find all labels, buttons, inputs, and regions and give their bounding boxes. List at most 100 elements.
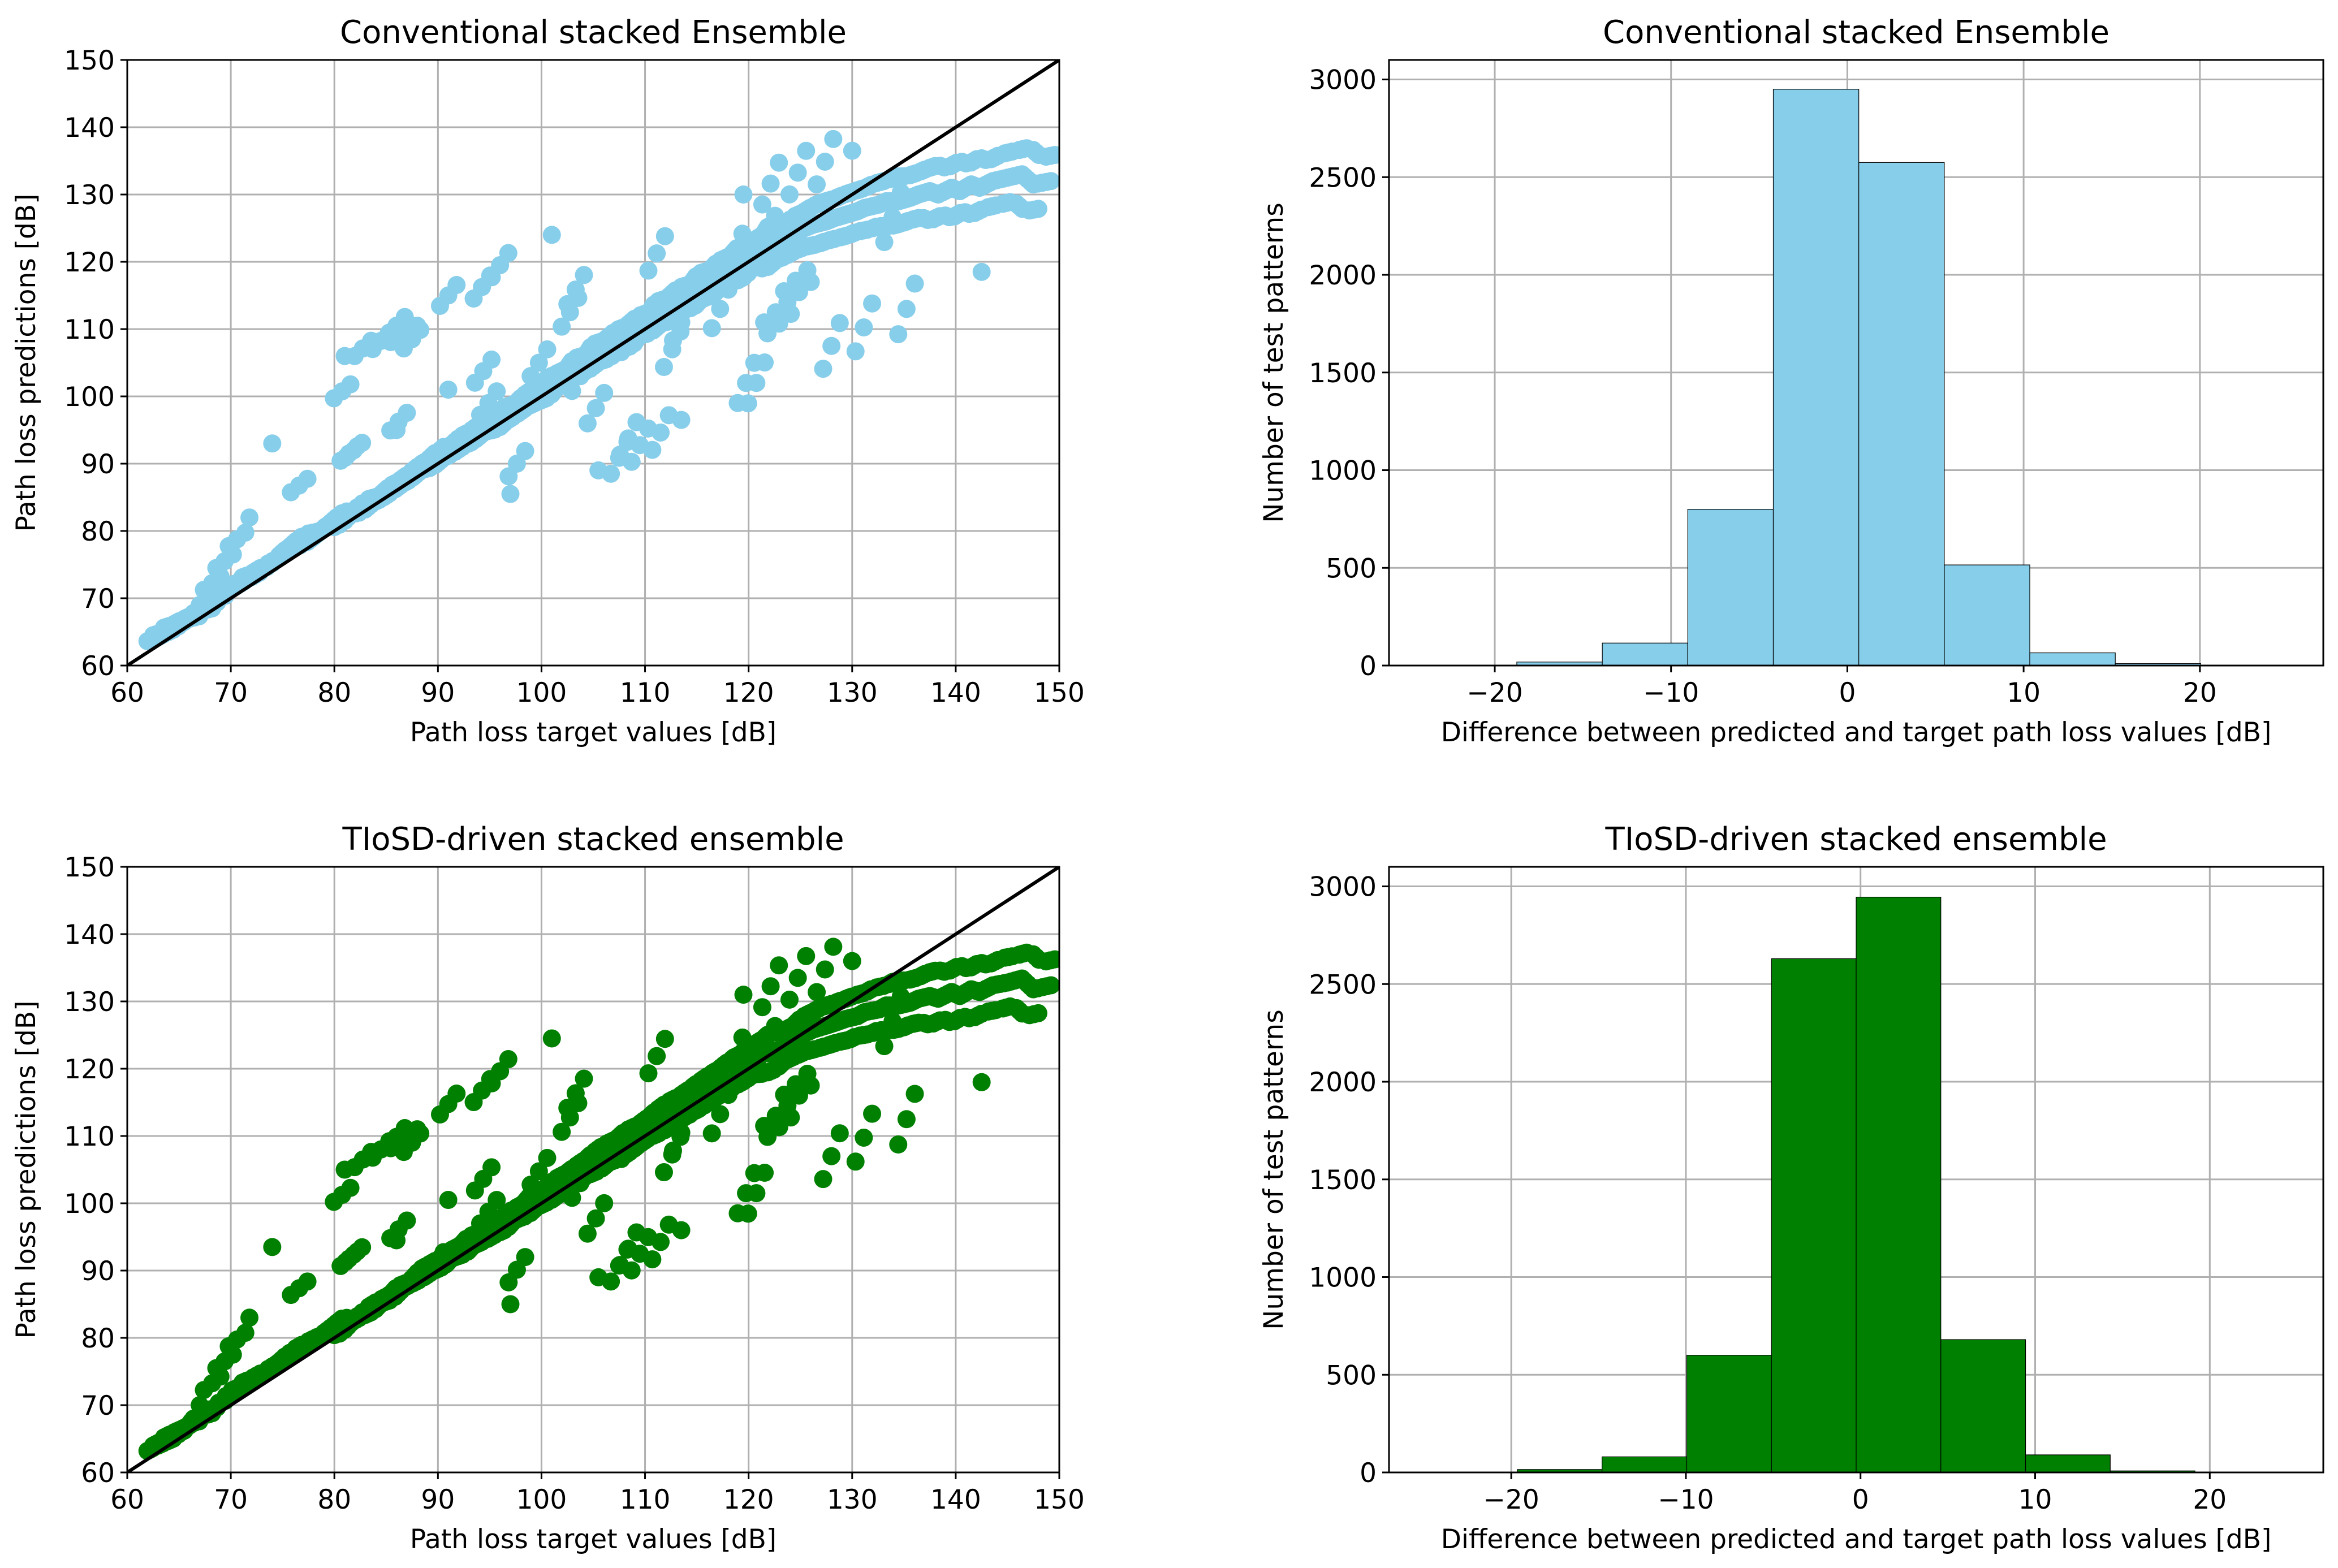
y-tick-label: 110 <box>64 1121 115 1152</box>
x-tick-label: 140 <box>930 677 981 709</box>
scatter-point <box>542 1029 561 1048</box>
scatter-point <box>830 1124 849 1143</box>
y-tick-label: 100 <box>64 382 115 413</box>
scatter-point <box>563 1189 581 1207</box>
scatter-point <box>780 185 799 204</box>
scatter-point <box>611 446 629 464</box>
scatter-point <box>671 1128 690 1146</box>
axes-frame <box>1388 866 2324 1474</box>
scatter-point <box>889 325 908 344</box>
scatter-point <box>737 374 756 392</box>
scatter-point <box>798 1064 817 1083</box>
x-tick-label: 120 <box>723 1484 774 1515</box>
scatter-point <box>553 1122 571 1141</box>
y-tick-label: 3000 <box>1309 872 1377 903</box>
histogram-bar <box>1940 1339 2026 1472</box>
chart-title: Conventional stacked Ensemble <box>1603 14 2110 51</box>
scatter-point <box>883 1012 902 1031</box>
scatter-point <box>639 1064 658 1083</box>
x-tick-label: 10 <box>2018 1484 2052 1515</box>
x-tick-label: 60 <box>110 677 144 709</box>
scatter-point <box>411 321 430 339</box>
y-tick-label: 130 <box>64 987 115 1018</box>
y-tick-label: 70 <box>81 584 115 615</box>
scatter-point <box>711 300 730 318</box>
y-tick-label: 2500 <box>1309 969 1377 1000</box>
scatter-point <box>745 353 763 372</box>
x-tick-label: 120 <box>723 677 774 709</box>
histogram-bar <box>1858 162 1945 666</box>
scatter-point <box>298 1272 317 1291</box>
scatter-point <box>798 261 817 279</box>
scatter-point <box>348 1242 366 1261</box>
y-tick-label: 140 <box>64 113 115 144</box>
y-tick-label: 60 <box>81 651 115 682</box>
x-axis-label: Path loss target values [dB] <box>410 717 777 748</box>
scatter-point <box>499 244 517 262</box>
scatter-point <box>883 208 902 227</box>
histogram-bar <box>1771 958 1857 1472</box>
x-axis-label: Difference between predicted and target … <box>1441 1524 2272 1555</box>
scatter-point <box>659 1215 678 1234</box>
scatter-point <box>411 1124 430 1143</box>
y-tick-label: 0 <box>1360 651 1377 682</box>
scatter-point <box>579 1159 598 1178</box>
scatter-point <box>639 261 658 280</box>
scatter-point <box>728 1204 747 1223</box>
scatter-point <box>863 294 882 313</box>
scatter-point <box>362 331 381 350</box>
scatter-point <box>398 1211 416 1230</box>
scatter-point <box>1037 172 1056 191</box>
y-tick-label: 0 <box>1360 1458 1377 1489</box>
scatter-point <box>499 1050 517 1069</box>
y-tick-label: 1500 <box>1309 358 1377 389</box>
y-tick-label: 70 <box>81 1390 115 1422</box>
histogram-bar <box>1944 564 2030 666</box>
axes-frame <box>1388 59 2324 667</box>
scatter-point <box>560 303 579 322</box>
x-tick-label: −20 <box>1483 1484 1539 1515</box>
scatter-point <box>643 1250 662 1269</box>
y-tick-label: 120 <box>64 247 115 278</box>
y-tick-label: 2000 <box>1309 260 1377 291</box>
scatter-point <box>560 1108 579 1127</box>
scatter-point <box>595 383 614 402</box>
scatter-point <box>843 141 861 160</box>
scatter-point <box>1046 950 1059 969</box>
scatter-point <box>972 1073 991 1091</box>
y-tick-label: 110 <box>64 314 115 345</box>
scatter-point <box>298 469 317 488</box>
x-tick-label: 150 <box>1034 1484 1085 1515</box>
scatter-point <box>575 266 593 284</box>
scatter-point <box>501 485 520 503</box>
x-tick-label: 0 <box>1852 1484 1869 1515</box>
x-tick-label: 130 <box>827 1484 878 1515</box>
scatter-point <box>889 1135 908 1154</box>
scatter-point <box>663 1145 681 1164</box>
scatter-point <box>447 276 466 295</box>
histogram-bar <box>1856 896 1942 1472</box>
chart-title: Conventional stacked Ensemble <box>340 14 847 51</box>
scatter-point <box>628 1117 647 1136</box>
scatter-point <box>757 227 776 246</box>
scatter-point <box>482 350 501 369</box>
scatter-point <box>341 375 360 394</box>
scatter-point <box>663 340 681 358</box>
x-tick-label: −10 <box>1658 1484 1714 1515</box>
histogram-bar <box>1686 1355 1772 1472</box>
histogram-bar <box>2029 652 2116 666</box>
y-tick-label: 130 <box>64 180 115 211</box>
scatter-point <box>529 1162 548 1181</box>
y-tick-label: 100 <box>64 1189 115 1220</box>
scatter-point <box>602 464 620 483</box>
scatter-point <box>745 1164 763 1182</box>
axes-frame <box>126 866 1060 1474</box>
y-tick-label: 1000 <box>1309 1263 1377 1294</box>
scatter-point <box>863 1104 882 1123</box>
scatter-point <box>780 990 799 1009</box>
scatter-point <box>488 1191 506 1210</box>
y-axis-label: Path loss predictions [dB] <box>11 194 42 532</box>
scatter-point <box>782 305 800 323</box>
y-tick-label: 60 <box>81 1458 115 1489</box>
